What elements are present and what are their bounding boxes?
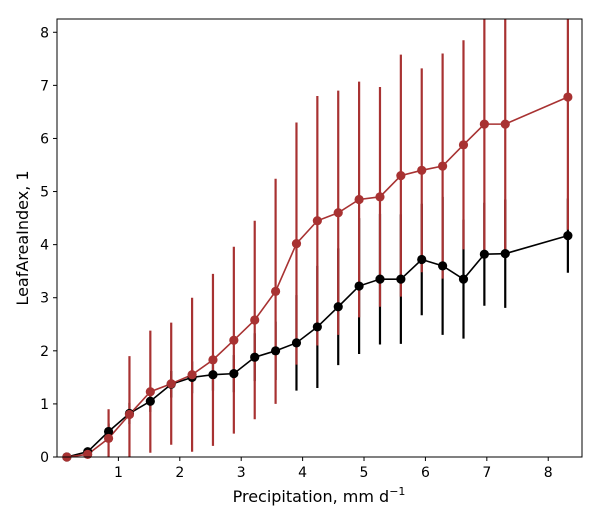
y-tick-label: 3 — [40, 291, 49, 307]
black-data-point — [396, 274, 406, 284]
y-tick-label: 0 — [40, 450, 49, 466]
black-data-point — [417, 254, 427, 265]
black-data-point — [145, 396, 155, 406]
black-data-point — [458, 274, 469, 284]
red-data-point — [270, 286, 281, 296]
black-data-point — [479, 249, 489, 259]
red-data-point — [291, 238, 302, 249]
y-axis-label: LeafAreaIndex, 1 — [13, 170, 32, 305]
black-data-point — [250, 352, 260, 362]
red-data-point — [250, 315, 260, 325]
x-tick-label: 4 — [298, 465, 307, 481]
black-data-point — [208, 370, 218, 380]
red-data-point — [500, 119, 510, 129]
black-data-point — [563, 231, 573, 241]
black-data-point — [354, 281, 364, 291]
plot-background — [57, 19, 582, 457]
y-tick-label: 6 — [40, 131, 49, 147]
x-axis-ticks: 1 2 3 4 5 6 7 8 — [114, 457, 553, 481]
x-tick-label: 5 — [360, 465, 369, 481]
red-data-point — [208, 355, 218, 365]
x-tick-label: 2 — [175, 465, 184, 481]
black-data-point — [103, 426, 114, 437]
red-data-point — [145, 387, 155, 397]
red-data-point — [229, 335, 239, 345]
black-data-point — [333, 302, 343, 312]
red-data-point — [396, 171, 406, 181]
x-tick-label: 7 — [482, 465, 491, 481]
plot-frame — [56, 18, 583, 458]
red-data-point — [417, 165, 427, 175]
black-data-point — [500, 249, 510, 259]
black-data-point — [291, 338, 302, 348]
y-tick-label: 7 — [40, 78, 49, 94]
red-data-point — [375, 192, 385, 202]
y-tick-label: 5 — [40, 185, 49, 201]
y-tick-label: 1 — [40, 397, 49, 413]
y-tick-label: 2 — [40, 344, 49, 360]
red-data-point — [479, 119, 489, 129]
red-data-point — [83, 449, 93, 459]
red-data-point — [354, 194, 364, 205]
red-data-point — [166, 379, 176, 389]
black-data-point — [312, 322, 322, 332]
x-tick-label: 1 — [114, 465, 123, 481]
red-data-point — [187, 370, 197, 380]
red-data-point — [333, 208, 343, 218]
y-tick-label: 8 — [40, 25, 49, 41]
black-data-point — [375, 274, 385, 284]
red-data-point — [458, 140, 469, 150]
black-data-point — [270, 346, 281, 356]
x-tick-label: 6 — [421, 465, 430, 481]
red-data-point — [438, 161, 448, 171]
x-axis-label-text: Precipitation, mm d — [233, 487, 390, 506]
y-tick-label: 4 — [40, 238, 49, 254]
x-tick-label: 8 — [544, 465, 553, 481]
y-axis-ticks: 0 1 2 3 4 5 6 7 8 — [40, 25, 57, 466]
black-data-point — [229, 369, 239, 379]
black-data-point — [438, 261, 448, 271]
red-data-point — [312, 216, 322, 226]
red-data-point — [124, 409, 135, 420]
series-red-points — [62, 92, 573, 462]
red-data-point — [563, 92, 573, 102]
x-tick-label: 3 — [237, 465, 246, 481]
red-data-point — [103, 433, 114, 444]
x-axis-label: Precipitation, mm d−1 — [233, 485, 406, 506]
x-axis-label-superscript: −1 — [389, 485, 405, 498]
points-layer — [62, 92, 573, 462]
